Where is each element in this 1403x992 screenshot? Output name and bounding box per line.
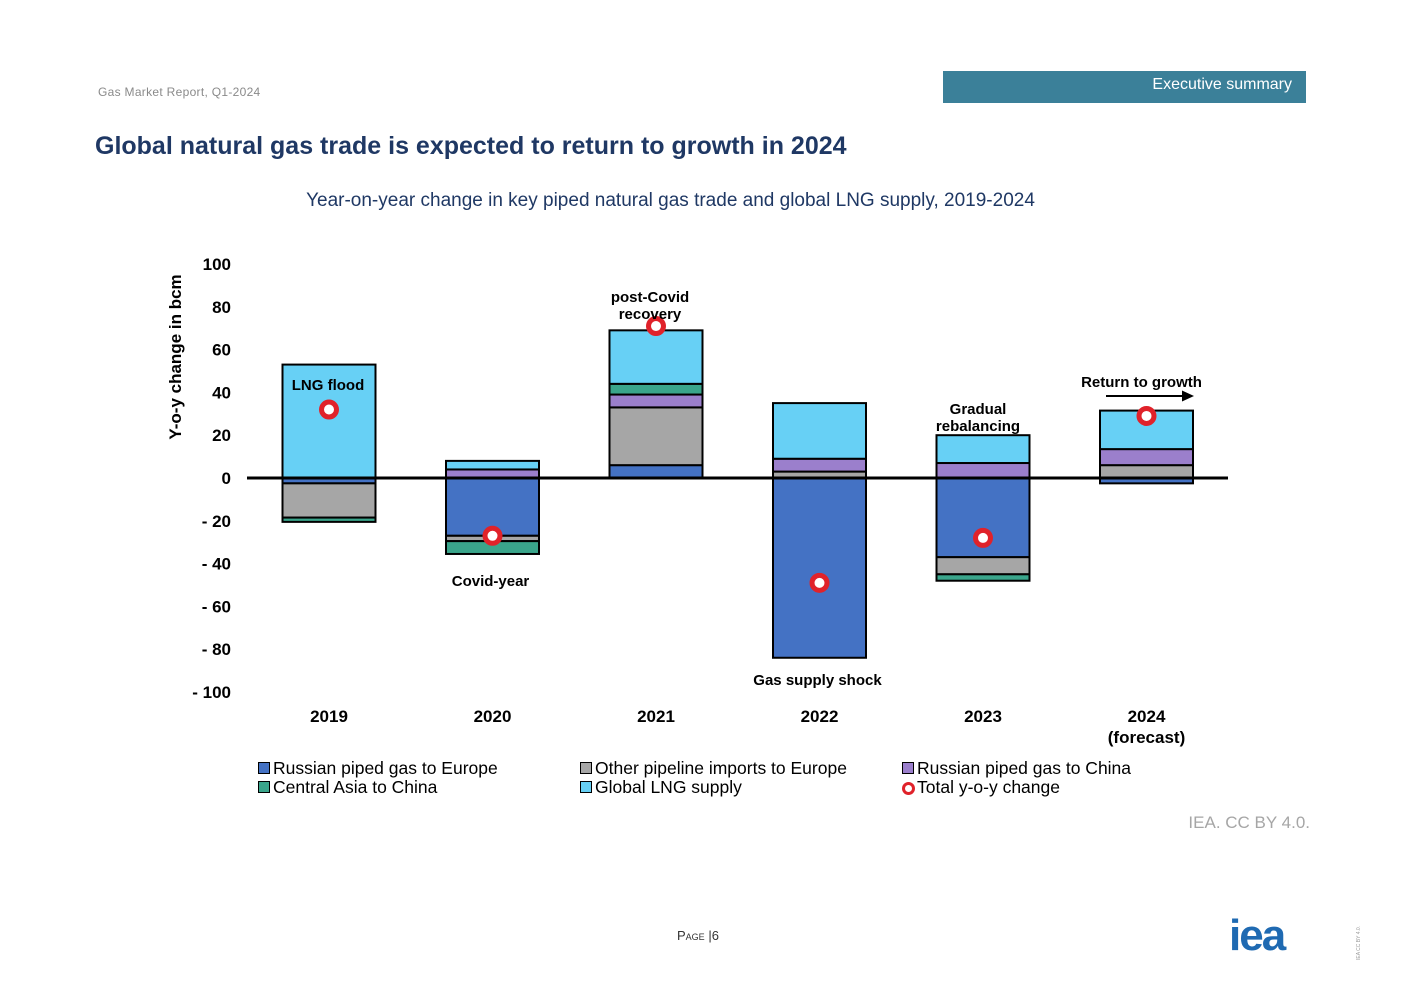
side-license-note: IEA CC BY 4.0. bbox=[1356, 925, 1362, 960]
page-title: Global natural gas trade is expected to … bbox=[95, 132, 847, 160]
stacked-bar-chart: Y-o-y change in bcm 100 80 60 40 20 0 - 20 - 40 -… bbox=[166, 255, 1228, 747]
y-tick-label: - 100 bbox=[192, 683, 231, 702]
bar-segment-russia_europe bbox=[608, 464, 704, 480]
page-number: Page |6 bbox=[677, 928, 719, 943]
page-label: Page bbox=[677, 928, 705, 943]
x-tick-label: (forecast) bbox=[1108, 728, 1185, 747]
legend-label-other-pipeline: Other pipeline imports to Europe bbox=[595, 758, 847, 778]
legend-item-total: Total y-o-y change bbox=[902, 777, 1060, 797]
y-tick-label: 80 bbox=[212, 298, 231, 317]
bar-segment-russia_china bbox=[1099, 448, 1194, 467]
bar-segment-lng bbox=[935, 434, 1031, 465]
bar-segment-russia_china bbox=[772, 457, 867, 473]
bar-segment-russia_europe bbox=[772, 477, 867, 659]
bar-segment-central_asia bbox=[608, 382, 704, 396]
legend-item-russia-china: Russian piped gas to China bbox=[902, 758, 1131, 778]
y-tick-label: - 80 bbox=[202, 640, 231, 659]
x-tick-label: 2020 bbox=[474, 707, 512, 726]
legend-swatch-lng bbox=[580, 781, 592, 793]
growth-arrow-head bbox=[1182, 390, 1194, 402]
y-tick-label: 20 bbox=[212, 426, 231, 445]
legend-marker-total bbox=[902, 782, 915, 795]
bar-segment-lng bbox=[608, 329, 704, 385]
annotation-label: Covid-year bbox=[452, 573, 530, 590]
legend-swatch-central-asia bbox=[258, 781, 270, 793]
bar-segment-lng bbox=[281, 363, 377, 479]
annotation-label: post-Covid bbox=[611, 289, 689, 306]
bar-segment-central_asia bbox=[281, 516, 377, 523]
bar-segment-lng bbox=[772, 402, 867, 460]
total-marker bbox=[319, 399, 339, 420]
annotation-label: recovery bbox=[619, 306, 682, 323]
legend-label-total: Total y-o-y change bbox=[917, 777, 1060, 797]
legend-label-lng: Global LNG supply bbox=[595, 777, 742, 797]
bar-segment-other_pipeline bbox=[281, 482, 377, 519]
section-tab: Executive summary bbox=[943, 71, 1306, 103]
total-marker bbox=[646, 316, 666, 337]
bar-segment-central_asia bbox=[935, 573, 1031, 582]
legend-item-other-pipeline: Other pipeline imports to Europe bbox=[580, 758, 847, 778]
y-tick-label: - 40 bbox=[202, 555, 231, 574]
legend-swatch-other-pipeline bbox=[580, 762, 592, 774]
annotation-label: Return to growth bbox=[1081, 374, 1202, 391]
legend-swatch-russia-china bbox=[902, 762, 914, 774]
legend-item-russia-europe: Russian piped gas to Europe bbox=[258, 758, 498, 778]
y-tick-label: - 20 bbox=[202, 512, 231, 531]
x-tick-label: 2022 bbox=[801, 707, 839, 726]
total-marker bbox=[809, 572, 830, 593]
y-tick-label: - 60 bbox=[202, 597, 231, 616]
x-tick-label: 2021 bbox=[637, 707, 675, 726]
total-marker bbox=[973, 527, 993, 548]
total-marker bbox=[1136, 405, 1157, 426]
license-credit: IEA. CC BY 4.0. bbox=[1188, 813, 1310, 832]
y-tick-label: 60 bbox=[212, 341, 231, 360]
y-tick-label: 100 bbox=[203, 255, 231, 274]
bar-segment-other_pipeline bbox=[935, 556, 1031, 576]
bar-segment-russia_china bbox=[608, 393, 704, 409]
iea-logo: iea bbox=[1229, 911, 1286, 960]
y-axis-label: Y-o-y change in bcm bbox=[166, 274, 185, 439]
annotation-label: LNG flood bbox=[292, 377, 364, 394]
legend-item-central-asia: Central Asia to China bbox=[258, 777, 437, 797]
legend-swatch-russia-europe bbox=[258, 762, 270, 774]
y-tick-label: 40 bbox=[212, 383, 231, 402]
legend-item-lng: Global LNG supply bbox=[580, 777, 742, 797]
legend-label-russia-europe: Russian piped gas to Europe bbox=[273, 758, 498, 778]
legend-label-central-asia: Central Asia to China bbox=[273, 777, 438, 797]
y-tick-label: 0 bbox=[222, 469, 231, 488]
chart-title: Year-on-year change in key piped natural… bbox=[306, 190, 1035, 211]
legend-label-russia-china: Russian piped gas to China bbox=[917, 758, 1132, 778]
bar-segment-russia_china bbox=[935, 462, 1031, 479]
page-number-value: 6 bbox=[711, 928, 719, 943]
annotation-label: rebalancing bbox=[936, 418, 1020, 435]
bar-segment-other_pipeline bbox=[1099, 464, 1194, 480]
x-tick-label: 2024 bbox=[1128, 707, 1166, 726]
bar-segment-other_pipeline bbox=[608, 406, 704, 467]
annotation-label: Gas supply shock bbox=[753, 672, 882, 689]
report-name: Gas Market Report, Q1-2024 bbox=[98, 85, 261, 99]
bar-segment-lng bbox=[445, 459, 540, 471]
x-tick-label: 2019 bbox=[310, 707, 348, 726]
x-tick-label: 2023 bbox=[964, 707, 1002, 726]
total-marker bbox=[482, 525, 503, 546]
annotation-label: Gradual bbox=[950, 401, 1007, 418]
page-separator: | bbox=[708, 928, 712, 943]
